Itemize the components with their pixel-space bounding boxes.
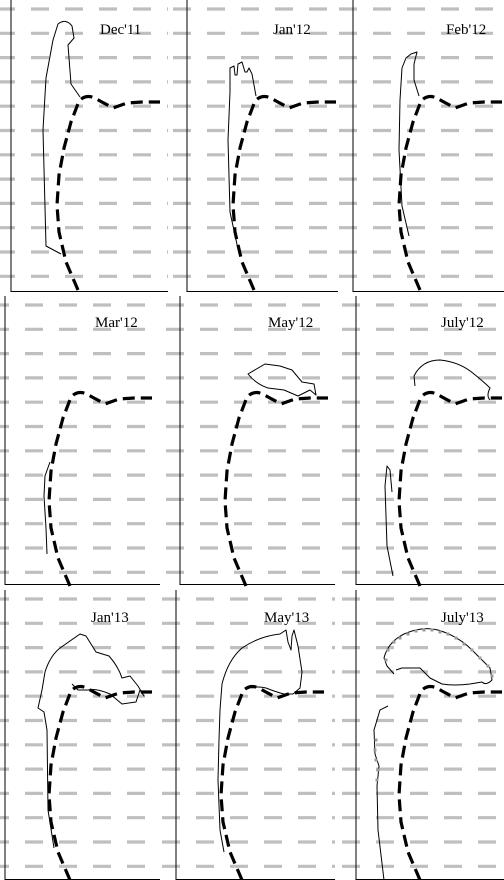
survey-mark <box>374 738 378 742</box>
outline-dec11 <box>42 20 81 255</box>
grid-lines <box>0 597 160 868</box>
reference-profile <box>55 94 160 291</box>
outline-feb12 <box>398 51 420 237</box>
survey-mark <box>454 636 458 640</box>
panel-label-jan13: Jan'13 <box>91 610 129 626</box>
outline-jul12 <box>384 359 491 577</box>
panel-jan12 <box>173 0 338 292</box>
survey-mark <box>478 656 482 660</box>
panel-jul12 <box>342 296 504 587</box>
panel-jul13 <box>342 590 504 880</box>
reference-profile <box>231 94 336 291</box>
reference-profile <box>397 390 502 587</box>
survey-mark <box>376 768 380 772</box>
reference-profile <box>223 390 328 587</box>
survey-mark <box>406 632 410 636</box>
grid-lines <box>0 7 168 278</box>
grid-lines <box>0 303 160 574</box>
panel-label-may13: May'13 <box>264 610 310 626</box>
panel-label-mar12: Mar'12 <box>95 315 138 331</box>
survey-mark <box>486 664 490 668</box>
panel-label-jul12: July'12 <box>441 315 484 331</box>
panel-label-jan12: Jan'12 <box>273 22 311 38</box>
panel-label-may12: May'12 <box>268 315 314 331</box>
outline-jan12 <box>227 61 257 250</box>
reference-profile <box>219 684 324 880</box>
survey-mark <box>446 632 450 636</box>
grid-lines <box>173 7 338 278</box>
reference-profile <box>397 684 502 880</box>
survey-mark <box>384 658 388 662</box>
panel-label-jul13: July'13 <box>441 610 484 626</box>
panel-mar12 <box>0 296 160 587</box>
grid-lines <box>162 597 335 868</box>
survey-mark <box>398 636 402 640</box>
reference-profile <box>47 684 152 880</box>
outline-mar12 <box>43 461 51 555</box>
panel-dec11 <box>0 0 168 292</box>
grid-lines <box>342 303 504 574</box>
panel-label-feb12: Feb'12 <box>446 22 487 38</box>
grid-lines <box>342 597 504 868</box>
panel-may13 <box>162 590 335 880</box>
panel-jan13 <box>0 590 160 880</box>
survey-mark <box>375 778 379 782</box>
panel-feb12 <box>339 0 504 292</box>
survey-mark <box>470 648 474 652</box>
survey-mark <box>438 630 442 634</box>
outline-may12 <box>247 363 317 397</box>
survey-mark <box>462 642 466 646</box>
survey-mark <box>414 629 418 633</box>
survey-mark <box>490 674 494 678</box>
survey-mark <box>422 628 426 632</box>
panel-label-dec11: Dec'11 <box>100 22 142 38</box>
panel-may12 <box>166 296 335 587</box>
grid-lines <box>339 7 504 278</box>
reference-profile <box>397 94 502 291</box>
survey-mark <box>430 628 434 632</box>
survey-mark <box>373 748 377 752</box>
grid-lines <box>166 303 335 574</box>
survey-mark <box>374 758 378 762</box>
outline-may13 <box>217 629 303 853</box>
outline-jan13 <box>37 633 145 849</box>
survey-marks <box>373 628 494 782</box>
survey-mark <box>386 648 390 652</box>
survey-mark <box>392 640 396 644</box>
reference-profile <box>47 390 152 587</box>
